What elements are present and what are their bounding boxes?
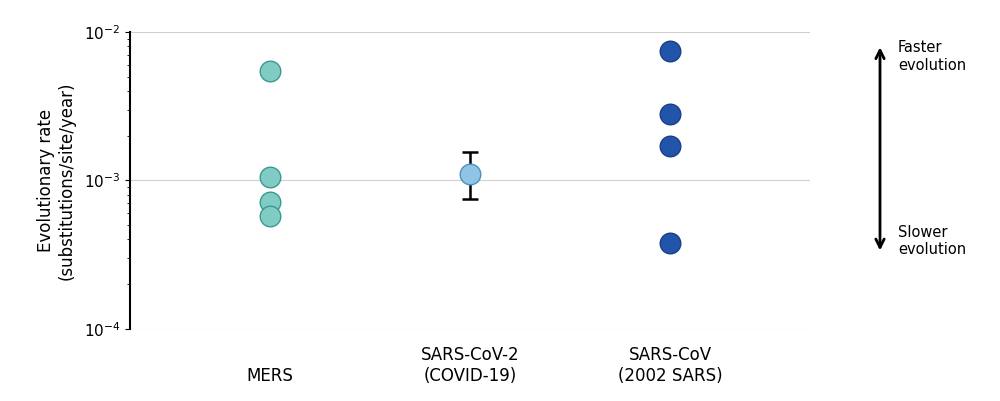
- Point: [662, 239, 678, 246]
- Point: [262, 198, 278, 205]
- Point: [462, 171, 478, 178]
- Point: [662, 111, 678, 117]
- Text: SARS-CoV
(2002 SARS): SARS-CoV (2002 SARS): [618, 346, 722, 385]
- Text: Slower
evolution: Slower evolution: [898, 225, 966, 257]
- Text: MERS: MERS: [247, 367, 293, 385]
- Y-axis label: Evolutionary rate
(substitutions/site/year): Evolutionary rate (substitutions/site/ye…: [37, 81, 75, 280]
- Point: [262, 67, 278, 74]
- Point: [262, 174, 278, 180]
- Point: [662, 47, 678, 54]
- Point: [262, 213, 278, 219]
- Text: Faster
evolution: Faster evolution: [898, 41, 966, 73]
- Text: SARS-CoV-2
(COVID-19): SARS-CoV-2 (COVID-19): [421, 346, 519, 385]
- Point: [662, 143, 678, 150]
